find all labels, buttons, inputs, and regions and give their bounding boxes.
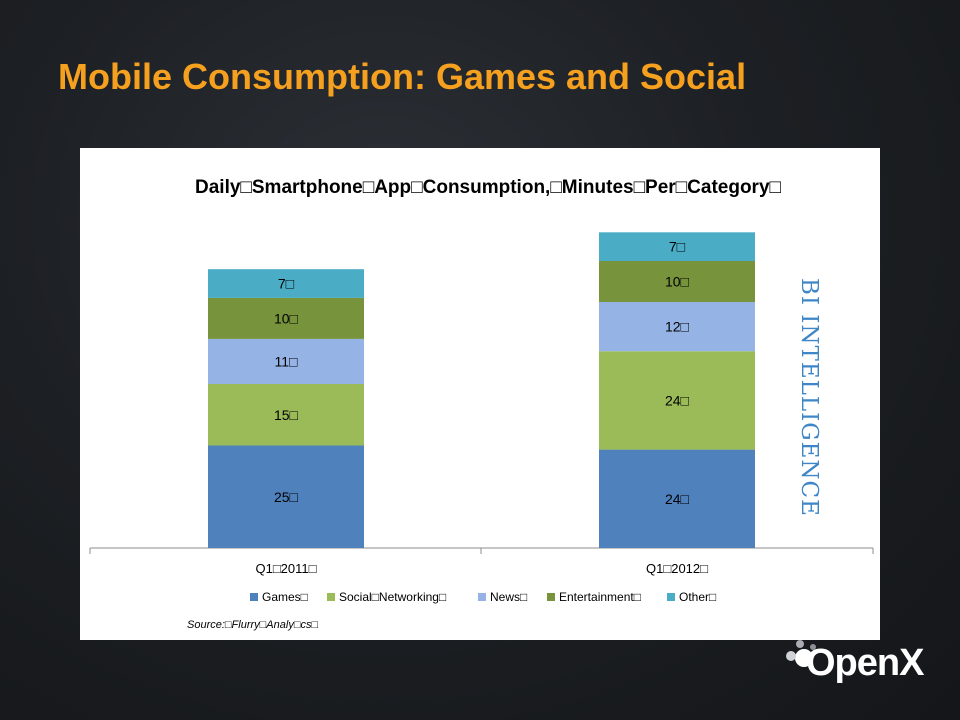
- bar-segment: [599, 351, 755, 450]
- bar-segment: [208, 445, 364, 548]
- legend: Games□ Social□Networking□ News□ Entertainme…: [250, 590, 716, 604]
- data-label: 11□: [275, 353, 299, 369]
- legend-swatch: [667, 593, 675, 601]
- legend-swatch: [250, 593, 258, 601]
- bar-segment: [599, 232, 755, 261]
- bar-segment: [208, 297, 364, 339]
- x-tick-label: Q1□2012□: [646, 561, 708, 576]
- legend-label: News□: [490, 590, 527, 604]
- data-label: 10□: [665, 274, 690, 290]
- openx-logo-text: OpenX: [806, 642, 924, 684]
- legend-swatch: [547, 593, 555, 601]
- legend-swatch: [478, 593, 486, 601]
- bar-segment: [599, 449, 755, 548]
- bar-segment: [599, 261, 755, 302]
- x-tick-label: Q1□2011□: [255, 561, 316, 576]
- data-label: 7□: [669, 239, 686, 255]
- data-label: 12□: [665, 319, 690, 335]
- chart-area: [80, 148, 880, 640]
- legend-label: Entertainment□: [559, 590, 641, 604]
- bar-segment: [208, 269, 364, 298]
- legend-label: Other□: [679, 590, 716, 604]
- data-label: 24□: [665, 491, 690, 507]
- legend-label: Social□Networking□: [339, 590, 446, 604]
- x-tick-labels: Q1□2011□ Q1□2012□: [255, 561, 708, 576]
- slide-title: Mobile Consumption: Games and Social: [58, 56, 747, 97]
- openx-bubbles-icon: [786, 640, 816, 667]
- source-note: Source:□Flurry□Analy□cs□: [187, 619, 318, 631]
- openx-logo: OpenX: [782, 636, 924, 692]
- bar-segment: [208, 338, 364, 384]
- legend-swatch: [327, 593, 335, 601]
- bar-segment: [599, 302, 755, 352]
- bi-intelligence-watermark: BI INTELLIGENCE: [796, 278, 822, 517]
- data-label: 15□: [274, 407, 299, 423]
- data-label: 24□: [665, 392, 690, 408]
- legend-label: Games□: [262, 590, 308, 604]
- data-label: 10□: [274, 310, 299, 326]
- data-label: 7□: [278, 276, 295, 292]
- data-label: 25□: [274, 489, 299, 505]
- bar-segment: [208, 384, 364, 446]
- chart-title: Daily□Smartphone□App□Consumption,□Minute…: [195, 177, 782, 198]
- bars-group: 25□ 15□ 11□ 10□ 7□ 24□ 24□ 12□ 10□ 7□: [208, 232, 755, 548]
